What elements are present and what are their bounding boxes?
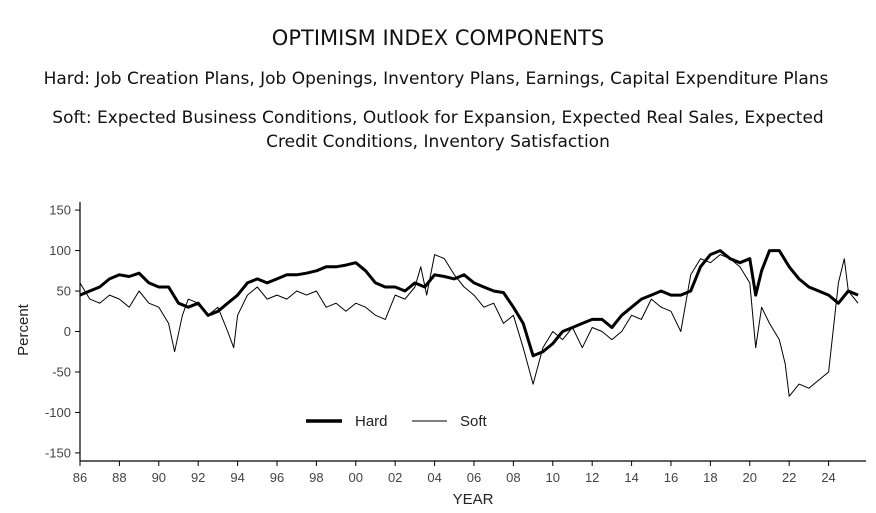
- y-tick-label: 100: [49, 243, 71, 258]
- x-tick-label: 10: [546, 470, 560, 485]
- x-tick-label: 00: [349, 470, 363, 485]
- x-axis-label: YEAR: [453, 491, 494, 508]
- legend-label-hard: Hard: [355, 413, 388, 430]
- x-tick-label: 04: [427, 470, 441, 485]
- x-tick-label: 18: [703, 470, 717, 485]
- x-tick-label: 22: [782, 470, 796, 485]
- x-tick-label: 16: [664, 470, 678, 485]
- legend-label-soft: Soft: [460, 413, 488, 430]
- chart-subtitle-soft-line2: Credit Conditions, Inventory Satisfactio…: [266, 132, 610, 152]
- chart-legend: Hard Soft: [306, 413, 488, 430]
- y-ticks: 150 100 50 0 -50 -100 -150: [45, 203, 80, 460]
- x-tick-label: 24: [821, 470, 835, 485]
- chart-subtitle-soft-line1: Soft: Expected Business Conditions, Outl…: [52, 108, 824, 128]
- y-tick-label: 50: [57, 284, 71, 299]
- x-tick-label: 06: [467, 470, 481, 485]
- x-tick-label: 14: [624, 470, 638, 485]
- series-layer: [79, 249, 859, 397]
- x-tick-label: 88: [112, 470, 126, 485]
- y-tick-label: -100: [45, 405, 71, 420]
- x-tick-label: 12: [585, 470, 599, 485]
- y-axis-label: Percent: [15, 303, 32, 356]
- x-tick-label: 92: [191, 470, 205, 485]
- y-tick-label: -50: [52, 364, 71, 379]
- y-tick-label: -150: [45, 445, 71, 460]
- x-tick-label: 90: [152, 470, 166, 485]
- x-tick-label: 98: [309, 470, 323, 485]
- chart-title: OPTIMISM INDEX COMPONENTS: [271, 26, 605, 50]
- x-tick-label: 02: [388, 470, 402, 485]
- x-tick-label: 96: [270, 470, 284, 485]
- x-tick-label: 08: [506, 470, 520, 485]
- x-ticks: 86 88 90 92 94 96 98 00 02 04 06 08 10 12 14 16 18 20 22 24: [73, 461, 836, 485]
- x-tick-label: 94: [230, 470, 244, 485]
- series-line-soft: [79, 254, 859, 397]
- x-tick-label: 20: [743, 470, 757, 485]
- y-tick-label: 0: [64, 324, 71, 339]
- series-line-hard: [79, 249, 859, 358]
- x-tick-label: 86: [73, 470, 87, 485]
- chart-subtitle-soft: Soft: Expected Business Conditions, Outl…: [0, 106, 876, 154]
- y-tick-label: 150: [49, 203, 71, 218]
- chart-subtitle-hard: Hard: Job Creation Plans, Job Openings, …: [43, 69, 829, 89]
